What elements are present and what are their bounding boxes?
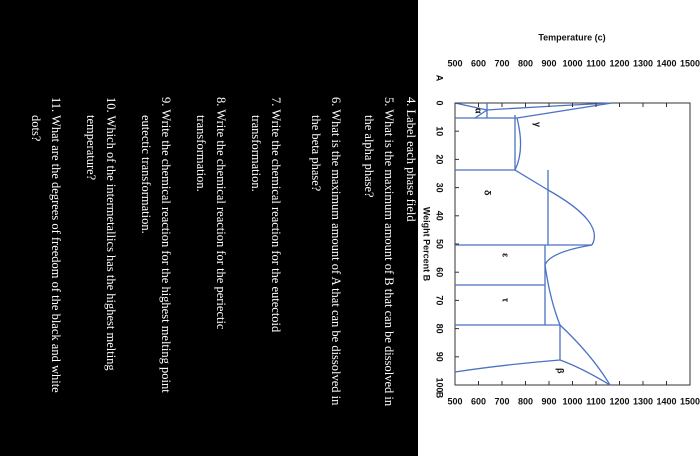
question: the alpha phase? bbox=[362, 115, 376, 198]
x-tick-label: 90 bbox=[435, 352, 445, 362]
phase-boundaries bbox=[454, 102, 613, 386]
phase-line bbox=[455, 245, 561, 360]
x-tick-label: 40 bbox=[435, 211, 445, 221]
question: transformation. bbox=[249, 115, 263, 192]
question: 8. Write the chemical reaction for the p… bbox=[214, 97, 228, 330]
y-tick-label: 1000 bbox=[562, 58, 582, 68]
y2-tick-label: 900 bbox=[541, 396, 556, 406]
phase-line bbox=[455, 117, 517, 171]
phase-line bbox=[455, 170, 592, 246]
y-tick-label: 600 bbox=[471, 58, 486, 68]
phase-label: γ bbox=[533, 122, 543, 127]
question: 6. What is the maximum amount of A that … bbox=[329, 97, 343, 406]
x-tick-label: 100 bbox=[435, 377, 445, 392]
y-axis-label: Temperature (c) bbox=[538, 32, 605, 42]
x-axis-label: Weight Percent B bbox=[422, 207, 432, 282]
question: temperature? bbox=[84, 115, 98, 181]
question: 10. Which of the intermetallics has the … bbox=[104, 97, 118, 371]
y2-tick-label: 600 bbox=[471, 396, 486, 406]
y2-tick-label: 1100 bbox=[586, 396, 606, 406]
question: transformation. bbox=[194, 115, 208, 192]
phase-label: α bbox=[474, 108, 484, 114]
phase-label: δ bbox=[483, 190, 493, 196]
y2-tick-label: 1200 bbox=[609, 396, 629, 406]
y-tick-label: 800 bbox=[518, 58, 533, 68]
figure-background bbox=[418, 0, 700, 456]
phase-line bbox=[454, 102, 488, 119]
y-tick-label: 1100 bbox=[586, 58, 606, 68]
x-tick-label: 70 bbox=[435, 295, 445, 305]
x-tick-label: 30 bbox=[435, 183, 445, 193]
question: 7. Write the chemical reaction for the e… bbox=[269, 97, 283, 333]
phase-label: β bbox=[556, 368, 566, 374]
y-tick-label: 1300 bbox=[633, 58, 653, 68]
x-tick-label: 80 bbox=[435, 324, 445, 334]
component-label: B bbox=[435, 392, 445, 399]
y2-tick-label: 1000 bbox=[562, 396, 582, 406]
y-tick-label: 700 bbox=[494, 58, 509, 68]
y-tick-label: 1400 bbox=[656, 58, 676, 68]
y2-tick-label: 500 bbox=[447, 396, 462, 406]
question: 4. Label each phase field bbox=[404, 97, 418, 222]
x-tick-label: 50 bbox=[435, 239, 445, 249]
x-tick-label: 20 bbox=[435, 154, 445, 164]
phase-line bbox=[454, 359, 611, 386]
x-tick-label: 10 bbox=[435, 126, 445, 136]
component-label: A bbox=[435, 75, 445, 82]
y2-tick-label: 1300 bbox=[633, 396, 653, 406]
phase-line bbox=[544, 244, 611, 386]
y2-tick-label: 800 bbox=[518, 396, 533, 406]
question: the beta phase? bbox=[309, 115, 323, 192]
y-tick-label: 1200 bbox=[609, 58, 629, 68]
question: 11. What are the degrees of freedom of t… bbox=[49, 97, 63, 393]
y-tick-label: 1500 bbox=[680, 58, 700, 68]
y-tick-label: 500 bbox=[447, 58, 462, 68]
question: dots? bbox=[29, 115, 43, 142]
y2-tick-label: 700 bbox=[494, 396, 509, 406]
question: 5. What is the maximum amount of B that … bbox=[382, 97, 396, 407]
question: 9. Write the chemical reaction for the h… bbox=[159, 97, 173, 393]
y-tick-label: 900 bbox=[541, 58, 556, 68]
x-tick-label: 60 bbox=[435, 267, 445, 277]
phase-label: τ bbox=[501, 298, 511, 302]
x-tick-label: 0 bbox=[435, 100, 445, 105]
question: eutectic transformation. bbox=[139, 115, 153, 234]
phase-label: ε bbox=[501, 253, 511, 258]
y2-tick-label: 1500 bbox=[680, 396, 700, 406]
y2-tick-label: 1400 bbox=[656, 396, 676, 406]
phase-line bbox=[486, 102, 613, 111]
